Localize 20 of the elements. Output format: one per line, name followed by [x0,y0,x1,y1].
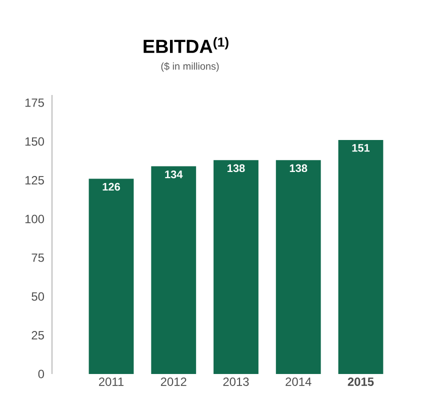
chart-title: EBITDA$^{(1)}$ [144,37,228,53]
chart-subtitle: ($ in millions) [161,62,219,72]
x-tick-label: 2015 [348,378,374,386]
data-label: 151 [352,144,370,152]
y-tick-label: 150 [25,137,44,146]
data-label: 138 [228,164,245,172]
data-label: 126 [102,182,120,191]
y-tick-label: 75 [32,254,44,262]
y-tick-label: 0 [38,370,44,378]
x-tick-label: 2011 [98,378,124,386]
y-tick-label: 175 [25,98,44,107]
x-tick-label: 2012 [160,378,186,386]
y-tick-label: 100 [25,214,44,224]
y-tick-label: 50 [32,292,44,301]
x-tick-label: 2013 [223,378,249,386]
x-tick-label: 2014 [286,378,312,386]
y-tick-label: 25 [32,331,44,340]
data-label: 134 [165,170,183,178]
data-label: 138 [290,164,308,172]
y-tick-label: 125 [25,176,44,184]
